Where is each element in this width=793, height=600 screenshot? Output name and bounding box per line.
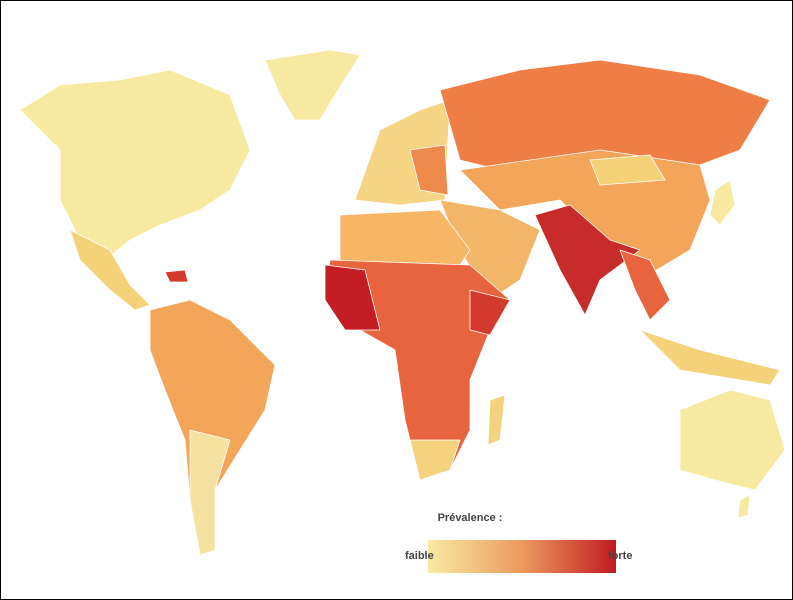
australia (679, 389, 786, 491)
southeast-asia (619, 249, 671, 321)
legend-title: Prévalence : (438, 512, 503, 524)
legend: Prévalence : faible forte (405, 512, 632, 573)
southern-africa (409, 439, 461, 481)
southern-cone (189, 429, 231, 556)
japan (709, 179, 736, 226)
eastern-europe (409, 144, 449, 196)
world-map (19, 49, 786, 556)
indonesia (639, 329, 781, 386)
north-america (19, 69, 251, 261)
new-zealand (737, 494, 751, 519)
madagascar (487, 394, 506, 446)
horn-of-africa (469, 289, 511, 336)
mongolia (589, 154, 666, 186)
north-africa (339, 209, 471, 266)
legend-high: forte (608, 550, 632, 562)
india (534, 204, 641, 316)
legend-gradient (428, 540, 616, 573)
central-america (69, 229, 151, 311)
greenland (264, 49, 361, 121)
caribbean (164, 269, 189, 283)
legend-low: faible (405, 550, 434, 562)
west-africa (324, 264, 381, 331)
